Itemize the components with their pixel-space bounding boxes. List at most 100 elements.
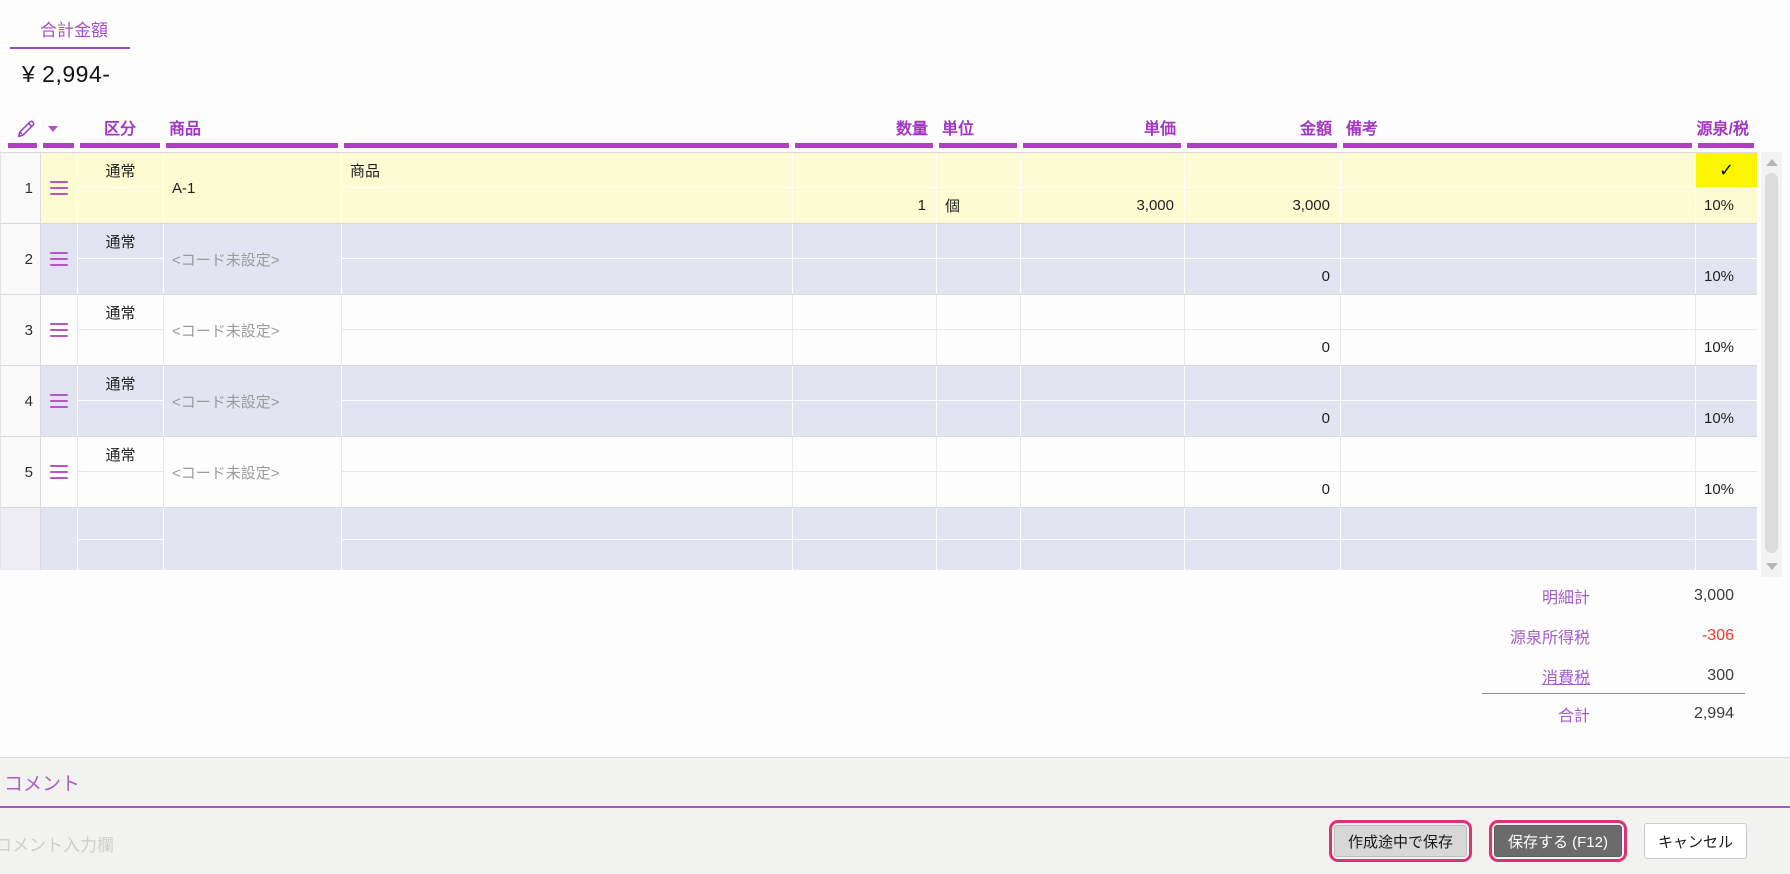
scroll-up-icon[interactable] [1765, 159, 1778, 166]
line-item-row: 1 通常 A-1 商品 1 個 3,000 3,000 ✓ 10% [1, 153, 1757, 224]
header-underline-bar [43, 143, 74, 148]
summary-value: -306 [1701, 627, 1734, 644]
quantity-cell[interactable] [793, 295, 937, 365]
column-header-0: 区分 [103, 121, 136, 138]
category-cell[interactable]: 通常 [78, 295, 164, 365]
withholding-tax-cell[interactable]: 10% [1696, 437, 1757, 507]
row-drag-handle[interactable] [41, 295, 78, 365]
unit-price-cell[interactable] [1021, 366, 1185, 436]
row-number: 4 [1, 366, 41, 436]
withholding-tax-cell[interactable]: 10% [1696, 295, 1757, 365]
pencil-icon [15, 118, 37, 140]
product-name-cell[interactable] [342, 224, 793, 294]
note-cell[interactable] [1341, 224, 1696, 294]
quantity-cell-bottom [793, 401, 936, 436]
comment-input[interactable]: コメント入力欄 [0, 835, 114, 855]
unit-cell [937, 508, 1021, 570]
save-button[interactable]: 保存する (F12) [1493, 825, 1622, 857]
table-scrollbar[interactable] [1761, 152, 1782, 577]
amount-cell-bottom: 0 [1321, 481, 1330, 498]
category-cell[interactable]: 通常 [78, 366, 164, 436]
row-drag-handle[interactable] [41, 224, 78, 294]
hamburger-icon [50, 177, 68, 199]
header-underline-bar [344, 143, 789, 148]
column-header-2: 数量 [895, 121, 928, 138]
scroll-down-icon[interactable] [1765, 563, 1778, 570]
category-cell [78, 508, 164, 570]
unit-cell[interactable] [937, 437, 1021, 507]
line-item-row [1, 508, 1757, 570]
check-icon[interactable]: ✓ [1696, 153, 1757, 188]
amount-cell-bottom: 0 [1321, 268, 1330, 285]
withholding-tax-cell[interactable]: 10% [1696, 224, 1757, 294]
summary-value: 300 [1707, 667, 1734, 684]
category-cell[interactable]: 通常 [78, 153, 164, 223]
category-value: 通常 [78, 366, 163, 401]
header-underline-bar [1187, 143, 1337, 148]
category-value: 通常 [78, 437, 163, 472]
unit-cell[interactable] [937, 366, 1021, 436]
column-header-6: 備考 [1346, 121, 1379, 138]
product-code-cell[interactable]: A-1 [164, 153, 342, 223]
row-drag-handle[interactable] [41, 153, 78, 223]
header-underline-bar [1023, 143, 1181, 148]
product-code-cell[interactable]: <コード未設定> [164, 437, 342, 507]
unit-price-cell[interactable]: 3,000 [1021, 153, 1185, 223]
column-header-4: 単価 [1143, 121, 1176, 138]
withholding-tax-cell[interactable]: 10% [1696, 366, 1757, 436]
unit-price-cell[interactable] [1021, 437, 1185, 507]
amount-cell: 0 [1185, 295, 1341, 365]
row-drag-handle[interactable] [41, 366, 78, 436]
quantity-cell-bottom: 1 [917, 197, 926, 214]
note-cell[interactable] [1341, 366, 1696, 436]
product-name-cell[interactable] [342, 366, 793, 436]
product-name-cell[interactable]: 商品 [342, 153, 793, 223]
chevron-down-icon [48, 126, 58, 132]
unit-cell[interactable]: 個 [937, 153, 1021, 223]
withholding-tax-cell[interactable]: ✓ 10% [1696, 153, 1757, 223]
unit-cell-bottom [937, 472, 1020, 507]
save-draft-button[interactable]: 作成途中で保存 [1333, 825, 1467, 857]
unit-cell[interactable] [937, 224, 1021, 294]
note-cell[interactable] [1341, 295, 1696, 365]
product-name-cell[interactable] [342, 295, 793, 365]
header-underline-bar [8, 143, 37, 148]
quantity-cell[interactable] [793, 224, 937, 294]
category-cell[interactable]: 通常 [78, 437, 164, 507]
product-code-cell[interactable]: <コード未設定> [164, 224, 342, 294]
hamburger-icon [50, 461, 68, 483]
unit-price-cell[interactable] [1021, 295, 1185, 365]
unit-cell[interactable] [937, 295, 1021, 365]
consumption-tax-link[interactable]: 消費税 [1541, 670, 1590, 687]
highlight-ring: 保存する (F12) [1488, 820, 1627, 862]
category-value: 通常 [78, 153, 163, 188]
amount-cell: 3,000 [1185, 153, 1341, 223]
cancel-button[interactable]: キャンセル [1643, 823, 1747, 859]
column-header-5: 金額 [1299, 121, 1332, 138]
column-edit-dropdown[interactable] [15, 116, 77, 142]
product-code-cell[interactable]: <コード未設定> [164, 295, 342, 365]
product-name-cell-top: 商品 [342, 153, 792, 188]
amount-cell-bottom: 0 [1321, 410, 1330, 427]
quantity-cell-bottom [793, 330, 936, 365]
quantity-cell[interactable]: 1 [793, 153, 937, 223]
unit-cell-bottom [937, 401, 1020, 436]
row-number: 2 [1, 224, 41, 294]
product-name-cell [342, 508, 793, 570]
quantity-cell[interactable] [793, 437, 937, 507]
quantity-cell[interactable] [793, 366, 937, 436]
header-underline-bar [80, 143, 160, 148]
summary-label: 源泉所得税 [1509, 630, 1590, 647]
note-cell[interactable] [1341, 437, 1696, 507]
header-underline-bar [1698, 143, 1754, 148]
category-cell[interactable]: 通常 [78, 224, 164, 294]
unit-price-cell-bottom [1021, 259, 1184, 294]
note-cell[interactable] [1341, 153, 1696, 223]
summary-row: 合計 2,994 [1314, 694, 1734, 734]
product-code-cell[interactable]: <コード未設定> [164, 366, 342, 436]
scrollbar-thumb[interactable] [1765, 173, 1778, 553]
unit-price-cell[interactable] [1021, 224, 1185, 294]
row-number [1, 508, 41, 570]
product-name-cell[interactable] [342, 437, 793, 507]
row-drag-handle[interactable] [41, 437, 78, 507]
